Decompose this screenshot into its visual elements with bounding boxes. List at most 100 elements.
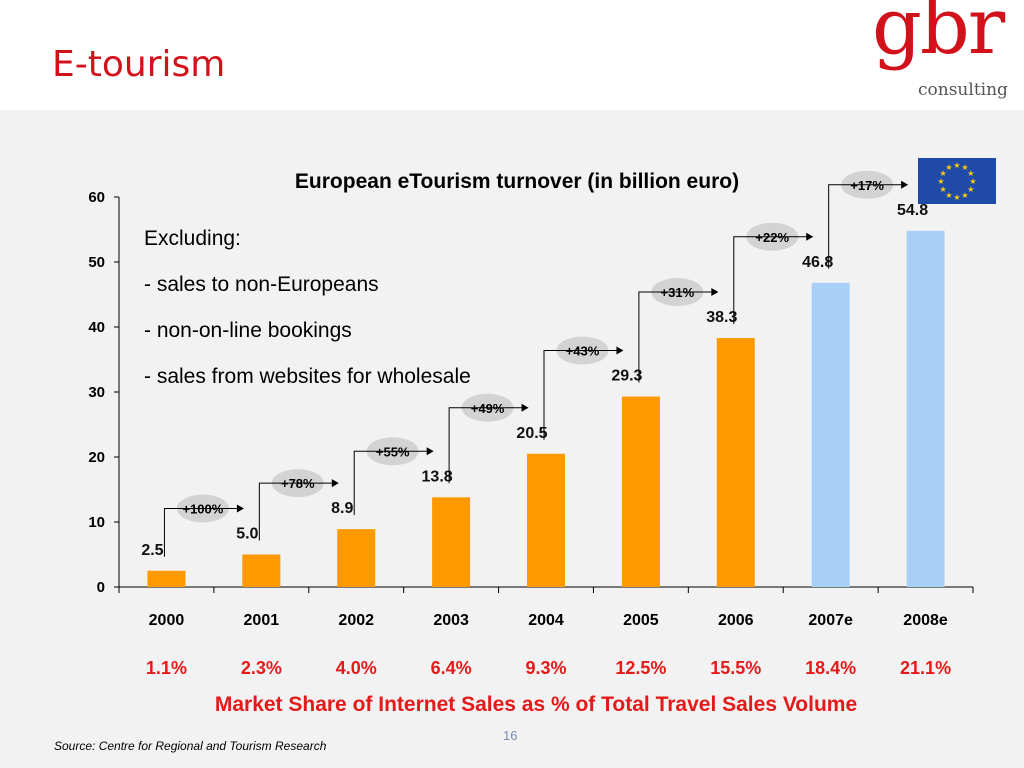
category-label: 2002 xyxy=(338,612,374,629)
growth-annotation: +100% xyxy=(163,494,244,557)
growth-label: +49% xyxy=(471,401,505,416)
category-label: 2008e xyxy=(903,612,948,629)
growth-label: +17% xyxy=(850,178,884,193)
y-tick-label: 0 xyxy=(97,579,105,596)
flag-star: ★ xyxy=(953,193,960,202)
gbr-consulting-logo: gbr consulting xyxy=(866,0,1024,108)
growth-annotations: +100% +78% +55% +49% +43% +31% +22% +17% xyxy=(163,170,909,557)
category-label: 2001 xyxy=(244,612,280,629)
growth-bracket xyxy=(353,450,427,516)
growth-annotation: +43% xyxy=(543,336,624,440)
flag-star: ★ xyxy=(967,185,974,194)
y-tick-label: 20 xyxy=(88,449,105,466)
bar-value-label: 38.3 xyxy=(706,309,737,326)
growth-arrowhead xyxy=(521,403,529,412)
growth-bracket xyxy=(638,291,712,383)
growth-annotation: +17% xyxy=(828,170,909,269)
chart-panel: ★ ★ ★ ★ ★ ★ ★ ★ ★ ★ ★ ★ European eTourism turnover … xyxy=(0,110,1024,768)
growth-annotation: +49% xyxy=(448,393,529,484)
bar xyxy=(527,453,565,587)
chart-title: European eTourism turnover (in billion e… xyxy=(295,170,739,193)
growth-arrowhead xyxy=(426,447,434,456)
growth-label: +55% xyxy=(376,444,410,459)
slide-title: E-tourism xyxy=(52,44,226,85)
growth-annotation: +31% xyxy=(638,278,719,383)
flag-star: ★ xyxy=(937,177,944,186)
market-share-row: 1.1% 2.3% 4.0% 6.4% 9.3% 12.5% 15.5% 18.4% 21.1% xyxy=(146,658,951,678)
market-share-value: 9.3% xyxy=(525,658,566,678)
bar xyxy=(432,497,471,587)
market-share-value: 4.0% xyxy=(336,658,377,678)
market-share-value: 2.3% xyxy=(241,658,282,678)
market-share-title: Market Share of Internet Sales as % of T… xyxy=(215,693,857,716)
bar xyxy=(621,396,660,587)
logo-mark: gbr xyxy=(872,0,1005,72)
eu-flag-icon: ★★★★★★★★★ ★ ★★ xyxy=(918,158,996,204)
bar-series: 2.5 2000 5.0 2001 8.9 2002 13.8 2003 20.5 2004 29.… xyxy=(141,202,948,629)
bar xyxy=(716,338,755,587)
growth-annotation: +78% xyxy=(258,469,339,541)
category-label: 2006 xyxy=(718,612,754,629)
growth-label: +31% xyxy=(661,285,695,300)
note-line: Excluding: xyxy=(144,227,241,250)
note-line: - non-on-line bookings xyxy=(144,319,352,342)
flag-star: ★ xyxy=(945,191,952,200)
market-share-value: 1.1% xyxy=(146,658,187,678)
bar xyxy=(337,529,376,587)
bar xyxy=(811,282,850,587)
bar xyxy=(906,230,945,588)
flag-field xyxy=(918,158,996,204)
category-label: 2003 xyxy=(433,612,469,629)
exclusion-notes: Excluding: - sales to non-Europeans - no… xyxy=(144,227,471,388)
bar-value-label: 54.8 xyxy=(897,202,928,219)
logo-word: consulting xyxy=(918,80,1008,100)
market-share-value: 6.4% xyxy=(431,658,472,678)
growth-label: +78% xyxy=(281,476,315,491)
turnover-chart: ★★★★★★★★★ ★ ★★ European eTourism turnover … xyxy=(88,158,996,716)
growth-bracket xyxy=(543,350,617,440)
growth-arrowhead xyxy=(331,479,339,488)
growth-label: +22% xyxy=(755,230,789,245)
category-label: 2005 xyxy=(623,612,659,629)
flag-star: ★ xyxy=(953,161,960,170)
growth-label: +43% xyxy=(566,344,600,359)
flag-star: ★ xyxy=(961,191,968,200)
bar-value-label: 13.8 xyxy=(422,468,453,485)
growth-annotation: +55% xyxy=(353,437,434,516)
growth-bracket xyxy=(448,407,522,484)
flag-star: ★ xyxy=(940,185,947,194)
category-label: 2007e xyxy=(808,612,853,629)
growth-arrowhead xyxy=(901,180,909,189)
y-tick-label: 40 xyxy=(88,319,105,336)
y-tick-label: 50 xyxy=(88,254,105,271)
flag-star: ★ xyxy=(967,169,974,178)
note-line: - sales to non-Europeans xyxy=(144,273,379,296)
source-note: Source: Centre for Regional and Tourism … xyxy=(54,739,327,753)
y-tick-label: 10 xyxy=(88,514,105,531)
growth-annotation: +22% xyxy=(733,222,814,325)
bar-value-label: 5.0 xyxy=(236,526,258,543)
growth-label: +100% xyxy=(182,502,223,517)
growth-bracket xyxy=(828,184,902,269)
page-number: 16 xyxy=(503,728,518,743)
flag-star: ★ xyxy=(961,163,968,172)
market-share-value: 15.5% xyxy=(710,658,761,678)
bar-value-label: 46.8 xyxy=(802,254,833,271)
bar xyxy=(147,570,186,587)
y-tick-label: 30 xyxy=(88,384,105,401)
flag-star: ★ xyxy=(945,163,952,172)
bar-value-label: 8.9 xyxy=(331,500,353,517)
market-share-value: 12.5% xyxy=(615,658,666,678)
flag-star: ★ xyxy=(969,177,976,186)
y-tick-label: 60 xyxy=(88,189,105,206)
growth-arrowhead xyxy=(236,504,244,513)
bar-value-label: 29.3 xyxy=(611,368,642,385)
flag-star: ★ xyxy=(940,169,947,178)
growth-bracket xyxy=(733,236,807,325)
market-share-value: 21.1% xyxy=(900,658,951,678)
bar xyxy=(242,554,281,587)
bar-value-label: 2.5 xyxy=(141,542,163,559)
category-label: 2004 xyxy=(528,612,564,629)
bar-value-label: 20.5 xyxy=(516,425,547,442)
growth-bracket xyxy=(258,482,332,541)
